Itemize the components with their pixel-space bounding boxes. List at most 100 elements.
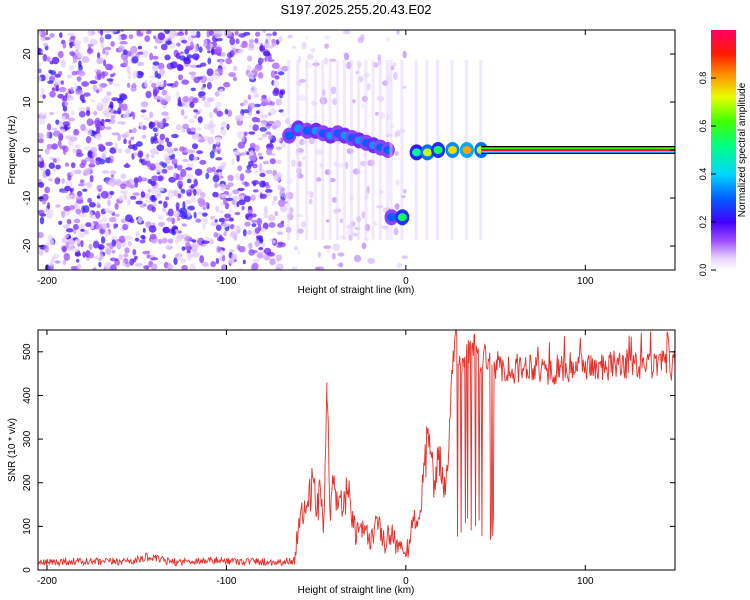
noise-speckle xyxy=(210,128,215,135)
noise-speckle xyxy=(161,168,168,174)
noise-speckle xyxy=(38,181,45,188)
noise-speckle xyxy=(144,157,150,162)
noise-speckle xyxy=(206,68,214,77)
noise-speckle xyxy=(125,180,131,188)
noise-speckle xyxy=(244,195,251,203)
noise-speckle xyxy=(242,103,248,106)
y-tick-label: 300 xyxy=(22,430,33,447)
noise-speckle xyxy=(55,204,61,208)
noise-speckle xyxy=(166,83,174,87)
noise-speckle xyxy=(132,127,137,134)
noise-speckle xyxy=(292,45,297,49)
noise-speckle xyxy=(83,146,91,151)
peak-smear xyxy=(335,60,339,240)
noise-speckle xyxy=(142,50,149,58)
peak-smear xyxy=(321,60,325,240)
noise-speckle xyxy=(260,97,268,102)
noise-speckle xyxy=(324,35,331,40)
noise-speckle xyxy=(264,247,272,255)
noise-speckle xyxy=(208,30,214,36)
noise-speckle xyxy=(80,123,86,132)
noise-speckle xyxy=(55,119,60,125)
noise-speckle xyxy=(147,204,155,211)
noise-speckle xyxy=(118,235,126,243)
noise-speckle xyxy=(97,244,105,250)
peak-core xyxy=(422,148,432,157)
noise-speckle xyxy=(166,141,173,147)
noise-speckle xyxy=(186,162,194,169)
noise-speckle xyxy=(203,123,209,130)
noise-speckle xyxy=(259,237,264,244)
noise-speckle xyxy=(193,155,198,162)
noise-speckle xyxy=(257,152,262,157)
x-tick-label: 0 xyxy=(403,276,409,287)
noise-speckle xyxy=(176,42,181,47)
noise-speckle xyxy=(215,257,219,265)
noise-speckle xyxy=(271,62,280,70)
noise-speckle xyxy=(281,65,289,72)
noise-speckle xyxy=(188,153,195,161)
noise-speckle xyxy=(181,246,186,251)
noise-speckle xyxy=(164,146,173,152)
noise-speckle xyxy=(265,55,273,60)
noise-speckle xyxy=(82,251,86,258)
noise-speckle xyxy=(256,110,260,114)
noise-speckle xyxy=(104,230,110,238)
noise-speckle xyxy=(254,38,259,44)
noise-speckle xyxy=(167,190,174,199)
noise-speckle xyxy=(46,56,51,62)
noise-speckle xyxy=(361,211,366,219)
noise-speckle xyxy=(172,210,180,217)
noise-speckle xyxy=(100,118,105,127)
noise-speckle xyxy=(206,82,212,90)
noise-speckle xyxy=(291,266,298,270)
noise-speckle xyxy=(247,102,256,109)
peak-core xyxy=(387,213,396,222)
spectrogram-ylabel: Frequency (Hz) xyxy=(7,116,18,185)
noise-speckle xyxy=(148,121,156,128)
noise-speckle xyxy=(269,108,277,115)
peak-smear xyxy=(389,60,393,240)
noise-speckle xyxy=(122,193,127,197)
noise-speckle xyxy=(155,151,159,155)
noise-speckle xyxy=(143,265,150,270)
noise-speckle xyxy=(261,170,265,174)
noise-speckle xyxy=(166,217,174,222)
noise-speckle xyxy=(109,257,117,262)
noise-speckle xyxy=(128,71,132,75)
noise-speckle xyxy=(260,242,266,248)
noise-speckle xyxy=(227,52,233,59)
noise-speckle xyxy=(327,249,331,254)
noise-speckle xyxy=(71,70,78,76)
noise-speckle xyxy=(197,210,204,216)
noise-speckle xyxy=(269,158,276,165)
noise-speckle xyxy=(46,143,53,150)
noise-speckle xyxy=(270,70,276,78)
noise-speckle xyxy=(111,97,119,102)
noise-speckle xyxy=(181,39,188,44)
noise-speckle xyxy=(135,200,143,205)
noise-speckle xyxy=(149,187,158,195)
noise-speckle xyxy=(184,236,193,242)
noise-speckle xyxy=(263,211,268,219)
noise-speckle xyxy=(185,167,193,171)
noise-speckle xyxy=(239,173,245,182)
noise-speckle xyxy=(120,218,127,224)
noise-speckle xyxy=(102,110,110,116)
y-tick-label: 0 xyxy=(22,567,33,573)
noise-speckle xyxy=(270,152,276,157)
noise-speckle xyxy=(103,59,107,67)
noise-speckle xyxy=(152,201,157,207)
colorbar-ticks: 0.0 0.2 0.4 0.6 0.8 xyxy=(698,72,716,276)
noise-speckle xyxy=(149,163,156,171)
noise-speckle xyxy=(38,138,44,144)
noise-speckle xyxy=(217,149,221,154)
noise-speckle xyxy=(262,160,269,165)
spectrogram-xlabel: Height of straight line (km) xyxy=(298,285,415,296)
noise-speckle xyxy=(106,210,114,214)
noise-speckle xyxy=(342,30,351,35)
noise-speckle xyxy=(215,101,222,108)
noise-speckle xyxy=(83,229,90,235)
noise-speckle xyxy=(281,110,287,117)
noise-speckle xyxy=(73,129,78,134)
